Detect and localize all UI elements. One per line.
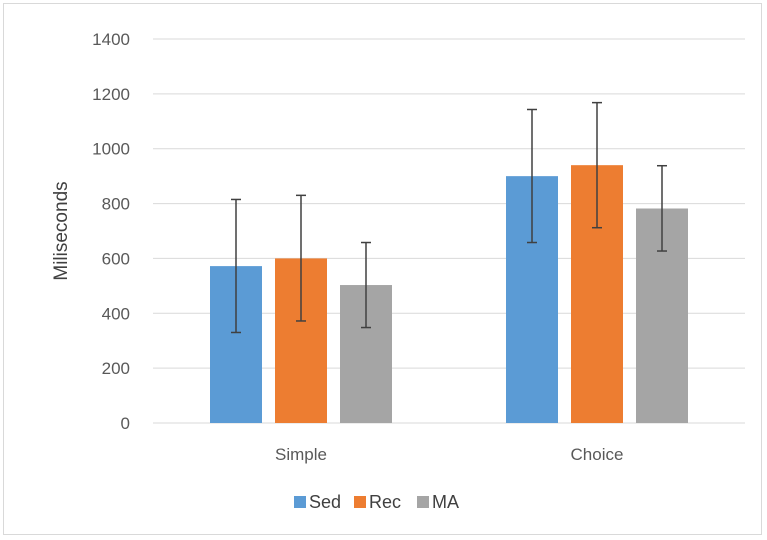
x-tick-label: Choice [571,445,624,464]
legend-swatch [417,496,429,508]
chart-frame [3,3,762,535]
y-tick-label: 200 [102,359,130,378]
x-tick-label: Simple [275,445,327,464]
legend-label: MA [432,492,459,512]
y-tick-label: 1200 [92,85,130,104]
legend-label: Sed [309,492,341,512]
y-tick-label: 400 [102,304,130,323]
legend: Sed Rec MA [294,492,459,512]
error-bars [231,101,667,334]
y-axis-ticks: 0 200 400 600 800 1000 1200 1400 [92,30,130,433]
error-bar [657,164,667,252]
y-tick-label: 1400 [92,30,130,49]
x-axis-ticks: Simple Choice [275,445,623,464]
error-bar [592,101,602,229]
legend-item-sed: Sed [294,492,341,512]
error-bar [296,194,306,322]
legend-swatch [294,496,306,508]
error-bar [527,108,537,244]
y-axis-label: Miliseconds [51,181,72,280]
y-tick-label: 0 [121,414,130,433]
y-tick-label: 600 [102,249,130,268]
legend-label: Rec [369,492,401,512]
legend-item-rec: Rec [354,492,401,512]
y-tick-label: 800 [102,195,130,214]
error-bar [231,198,241,334]
y-tick-label: 1000 [92,140,130,159]
legend-swatch [354,496,366,508]
error-bar [361,241,371,329]
legend-item-ma: MA [417,492,459,512]
